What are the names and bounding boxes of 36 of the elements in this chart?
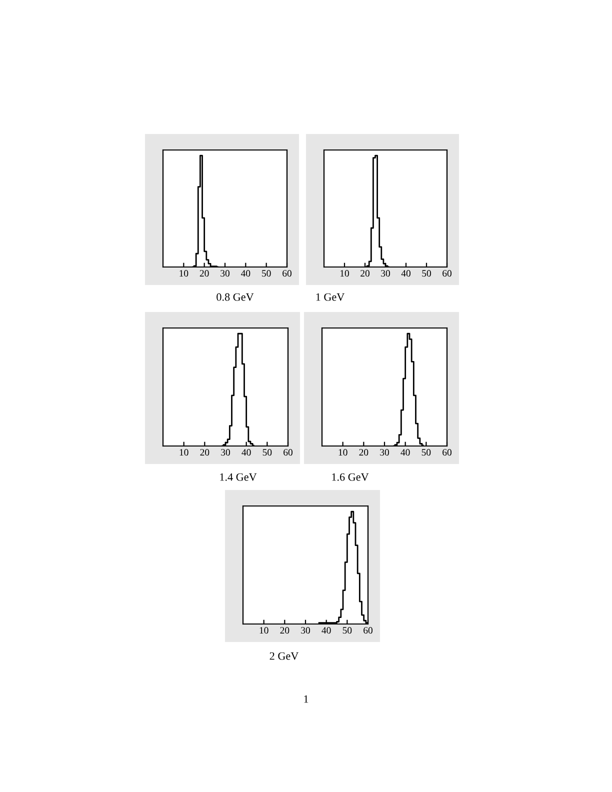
x-tick-label: 60 (364, 627, 372, 634)
x-tick-label: 60 (442, 449, 452, 456)
x-tick-label: 30 (220, 270, 230, 277)
x-tick-label: 10 (338, 449, 348, 456)
text: 1.4 GeV (220, 473, 257, 481)
x-tick-label: 60 (284, 449, 292, 456)
x-tick-label: 20 (200, 449, 210, 456)
x-tick-label: 20 (360, 270, 370, 277)
x-tick-label: 50 (422, 449, 431, 456)
x-tick-label: 60 (442, 270, 452, 277)
text: 1 GeV (316, 293, 345, 301)
x-tick-label: 30 (221, 449, 230, 456)
x-tick-label: 50 (342, 627, 352, 634)
text: 1 (304, 695, 308, 703)
x-tick-label: 40 (240, 270, 250, 277)
x-tick-label: 60 (282, 270, 292, 277)
x-tick-label: 30 (381, 270, 390, 277)
x-tick-label: 40 (400, 449, 410, 456)
x-tick-label: 10 (340, 270, 349, 277)
x-tick-label: 30 (301, 627, 310, 634)
x-tick-label: 20 (280, 627, 290, 634)
x-tick-label: 10 (180, 270, 188, 277)
x-tick-label: 40 (401, 270, 410, 277)
x-tick-label: 10 (260, 627, 268, 634)
x-tick-label: 30 (380, 449, 389, 456)
x-tick-label: 20 (200, 270, 209, 277)
x-tick-label: 50 (422, 270, 431, 277)
x-tick-label: 10 (180, 449, 188, 456)
x-tick-label: 50 (262, 449, 272, 456)
text: 0.8 GeV (216, 293, 254, 301)
x-tick-label: 40 (322, 627, 331, 634)
x-tick-label: 50 (262, 270, 271, 277)
text: 2 GeV (270, 652, 299, 660)
x-tick-label: 20 (359, 449, 368, 456)
x-tick-label: 40 (242, 449, 251, 456)
text: 1.6 GeV (332, 473, 369, 481)
